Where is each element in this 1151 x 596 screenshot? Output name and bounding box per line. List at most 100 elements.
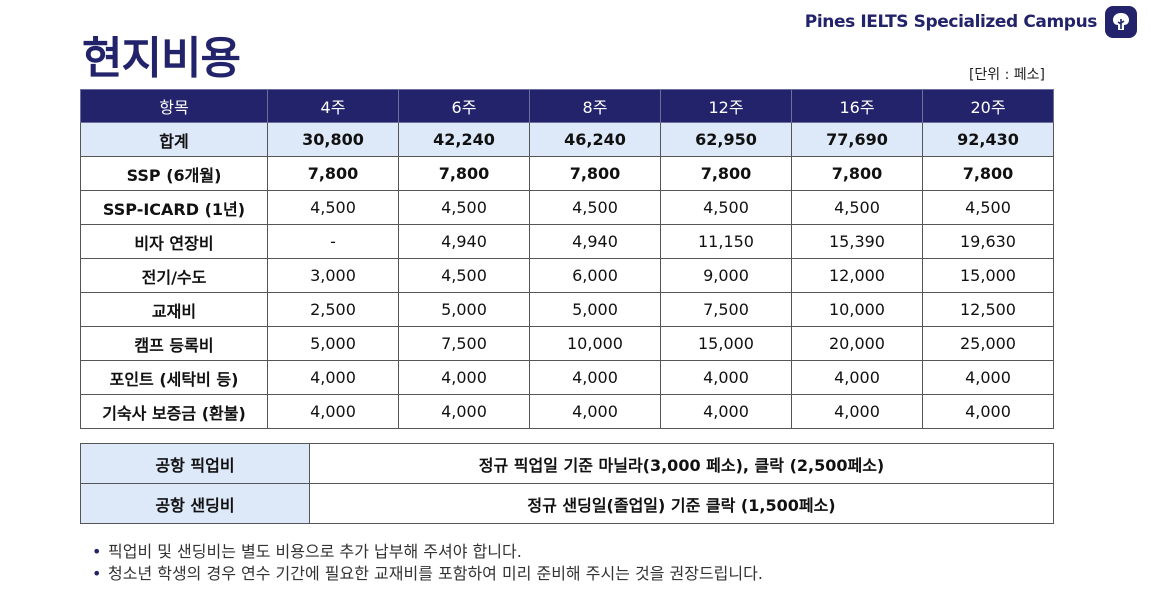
table-cell: 4,940 [398, 224, 530, 259]
table-cell: 92,430 [922, 122, 1054, 157]
table-cell: 4,000 [398, 394, 530, 429]
column-header: 6주 [398, 89, 530, 123]
column-header: 항목 [80, 89, 268, 123]
table-cell: 6,000 [529, 258, 661, 293]
airport-row-pickup: 공항 픽업비 정규 픽업일 기준 마닐라(3,000 페소), 클락 (2,50… [80, 443, 1054, 484]
note-text: 픽업비 및 샌딩비는 별도 비용으로 추가 납부해 주셔야 합니다. [108, 542, 522, 561]
row-label: 교재비 [80, 292, 268, 327]
table-cell: 2,500 [267, 292, 399, 327]
table-cell: 4,000 [791, 360, 923, 395]
table-cell: 10,000 [529, 326, 661, 361]
table-row: 포인트 (세탁비 등) 4,000 4,000 4,000 4,000 4,00… [80, 360, 1054, 395]
table-row: 비자 연장비 - 4,940 4,940 11,150 15,390 19,63… [80, 224, 1054, 259]
column-header: 12주 [660, 89, 792, 123]
table-cell: 4,500 [791, 190, 923, 225]
table-cell: 4,000 [791, 394, 923, 429]
table-cell: 15,390 [791, 224, 923, 259]
row-label: 기숙사 보증금 (환불) [80, 394, 268, 429]
table-cell: 10,000 [791, 292, 923, 327]
tree-icon [1105, 6, 1137, 38]
table-cell: 12,000 [791, 258, 923, 293]
airport-fee-table: 공항 픽업비 정규 픽업일 기준 마닐라(3,000 페소), 클락 (2,50… [80, 443, 1054, 524]
airport-label: 공항 픽업비 [80, 443, 310, 484]
airport-row-sending: 공항 샌딩비 정규 샌딩일(졸업일) 기준 클락 (1,500페소) [80, 483, 1054, 524]
table-cell: 15,000 [660, 326, 792, 361]
table-cell: 46,240 [529, 122, 661, 157]
table-cell: 4,500 [267, 190, 399, 225]
table-cell: 5,000 [529, 292, 661, 327]
table-row: 기숙사 보증금 (환불) 4,000 4,000 4,000 4,000 4,0… [80, 394, 1054, 429]
airport-value: 정규 픽업일 기준 마닐라(3,000 페소), 클락 (2,500페소) [309, 443, 1054, 484]
table-cell: 7,800 [660, 156, 792, 191]
column-header: 4주 [267, 89, 399, 123]
table-cell: 4,000 [529, 394, 661, 429]
note-text: 청소년 학생의 경우 연수 기간에 필요한 교재비를 포함하여 미리 준비해 주… [108, 564, 763, 583]
row-label: 캠프 등록비 [80, 326, 268, 361]
table-cell: 4,940 [529, 224, 661, 259]
table-row: 전기/수도 3,000 4,500 6,000 9,000 12,000 15,… [80, 258, 1054, 293]
row-label: SSP-ICARD (1년) [80, 190, 268, 225]
row-label: 합계 [80, 122, 268, 157]
note-item: • 청소년 학생의 경우 연수 기간에 필요한 교재비를 포함하여 미리 준비해… [92, 563, 763, 585]
table-cell: 25,000 [922, 326, 1054, 361]
table-row: 교재비 2,500 5,000 5,000 7,500 10,000 12,50… [80, 292, 1054, 327]
table-cell: 7,500 [398, 326, 530, 361]
table-row: SSP (6개월) 7,800 7,800 7,800 7,800 7,800 … [80, 156, 1054, 191]
table-row: SSP-ICARD (1년) 4,500 4,500 4,500 4,500 4… [80, 190, 1054, 225]
table-cell: 4,000 [398, 360, 530, 395]
table-row: 캠프 등록비 5,000 7,500 10,000 15,000 20,000 … [80, 326, 1054, 361]
airport-value: 정규 샌딩일(졸업일) 기준 클락 (1,500페소) [309, 483, 1054, 524]
table-cell: 4,500 [398, 258, 530, 293]
table-cell: 7,800 [529, 156, 661, 191]
table-cell: 4,000 [660, 394, 792, 429]
table-cell: 7,500 [660, 292, 792, 327]
table-cell: 5,000 [398, 292, 530, 327]
column-header: 20주 [922, 89, 1054, 123]
table-cell: 5,000 [267, 326, 399, 361]
table-cell: 77,690 [791, 122, 923, 157]
table-cell: 7,800 [267, 156, 399, 191]
table-cell: 4,000 [529, 360, 661, 395]
table-cell: 30,800 [267, 122, 399, 157]
unit-label: [단위 : 페소] [968, 67, 1045, 83]
page-title: 현지비용 [82, 33, 241, 84]
column-header: 8주 [529, 89, 661, 123]
table-cell: 4,000 [660, 360, 792, 395]
column-header: 16주 [791, 89, 923, 123]
bullet-icon: • [92, 564, 102, 583]
table-cell: 11,150 [660, 224, 792, 259]
table-cell: 4,000 [922, 394, 1054, 429]
row-label: SSP (6개월) [80, 156, 268, 191]
cost-table: 항목 4주 6주 8주 12주 16주 20주 합계 30,800 42,240… [80, 89, 1054, 429]
table-cell: 12,500 [922, 292, 1054, 327]
table-cell: 7,800 [791, 156, 923, 191]
table-row-total: 합계 30,800 42,240 46,240 62,950 77,690 92… [80, 122, 1054, 157]
table-cell: 4,500 [660, 190, 792, 225]
bullet-icon: • [92, 542, 102, 561]
brand-header: Pines IELTS Specialized Campus [805, 6, 1137, 38]
table-cell: 19,630 [922, 224, 1054, 259]
notes-list: • 픽업비 및 샌딩비는 별도 비용으로 추가 납부해 주셔야 합니다. • 청… [92, 541, 763, 585]
row-label: 포인트 (세탁비 등) [80, 360, 268, 395]
table-cell: 62,950 [660, 122, 792, 157]
table-cell: 20,000 [791, 326, 923, 361]
table-header-row: 항목 4주 6주 8주 12주 16주 20주 [80, 89, 1054, 123]
table-cell: 4,500 [529, 190, 661, 225]
table-cell: 4,500 [922, 190, 1054, 225]
table-cell: 4,000 [267, 360, 399, 395]
note-item: • 픽업비 및 샌딩비는 별도 비용으로 추가 납부해 주셔야 합니다. [92, 541, 763, 563]
table-cell: 7,800 [398, 156, 530, 191]
table-cell: 4,000 [922, 360, 1054, 395]
table-cell: 42,240 [398, 122, 530, 157]
table-cell: 4,000 [267, 394, 399, 429]
table-cell: - [267, 224, 399, 259]
row-label: 전기/수도 [80, 258, 268, 293]
table-cell: 15,000 [922, 258, 1054, 293]
table-cell: 7,800 [922, 156, 1054, 191]
table-cell: 3,000 [267, 258, 399, 293]
airport-label: 공항 샌딩비 [80, 483, 310, 524]
table-cell: 4,500 [398, 190, 530, 225]
brand-name: Pines IELTS Specialized Campus [804, 12, 1098, 32]
row-label: 비자 연장비 [80, 224, 268, 259]
table-cell: 9,000 [660, 258, 792, 293]
